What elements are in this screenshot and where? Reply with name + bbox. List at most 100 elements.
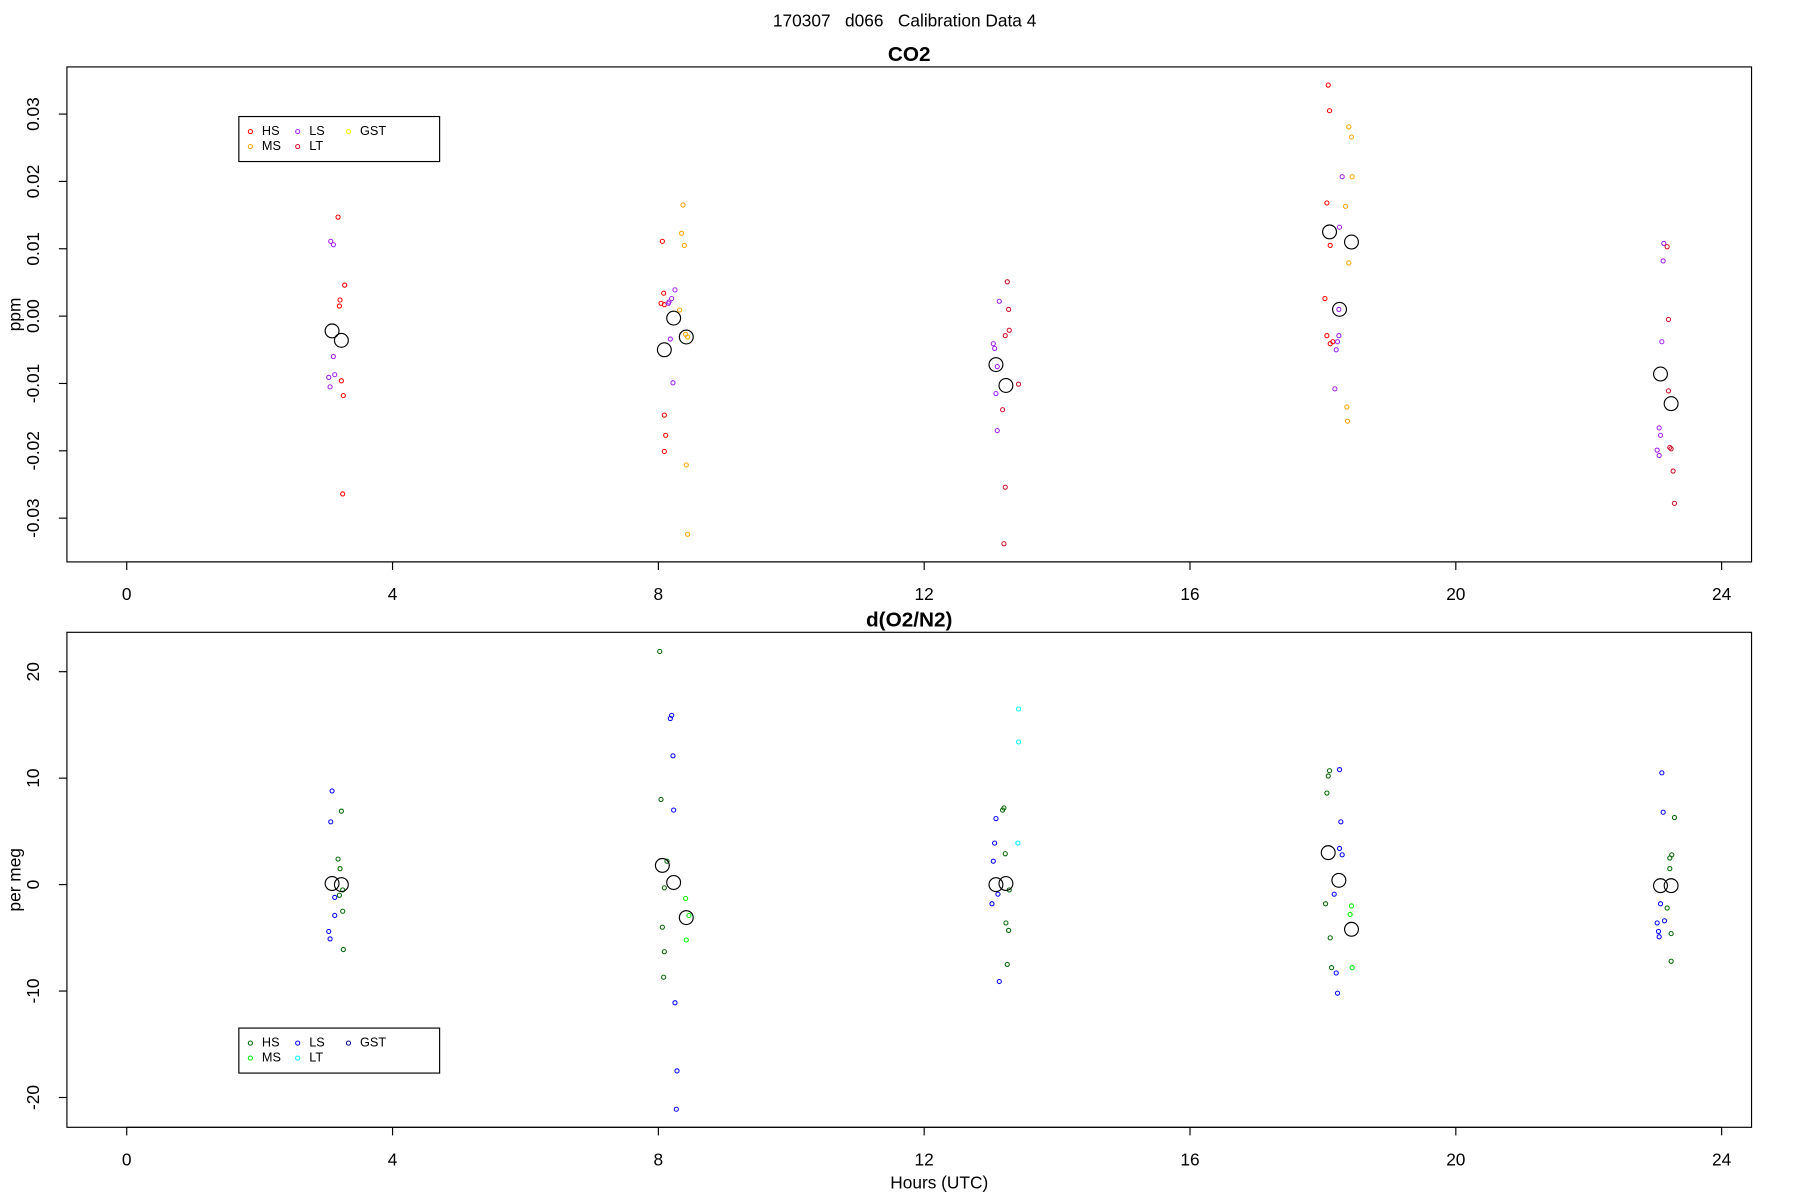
point — [330, 353, 337, 360]
y-tick-label: 10 — [23, 769, 43, 788]
x-tick-label: 0 — [122, 1149, 132, 1169]
x-tick-label: 0 — [122, 584, 132, 604]
point — [337, 297, 343, 303]
mean-marker — [678, 910, 694, 926]
legend-label: GST — [360, 124, 386, 138]
legend-marker — [345, 1040, 352, 1046]
point — [340, 887, 346, 893]
point — [990, 341, 996, 347]
point — [1326, 108, 1333, 114]
point — [994, 428, 1000, 434]
point — [1668, 446, 1674, 452]
x-tick-label: 8 — [654, 584, 664, 604]
point — [683, 895, 689, 902]
point — [1667, 866, 1673, 872]
point — [338, 808, 344, 814]
y-tick-label: -0.03 — [23, 498, 43, 537]
legend-marker — [247, 128, 253, 135]
legend-box — [238, 115, 441, 163]
point — [669, 296, 675, 302]
point — [1338, 819, 1344, 825]
point — [1657, 901, 1664, 907]
point — [661, 974, 667, 980]
point — [680, 202, 686, 208]
point — [685, 531, 691, 537]
legend-label: MS — [262, 139, 281, 153]
x-tick-label: 24 — [1712, 584, 1732, 604]
point — [1659, 770, 1665, 776]
point — [659, 924, 665, 930]
point — [1328, 965, 1335, 971]
legend-marker — [295, 143, 301, 150]
y-tick-label: 0.03 — [23, 97, 43, 131]
point — [1326, 768, 1333, 774]
point — [1661, 240, 1667, 246]
legend-box — [238, 1027, 441, 1074]
point — [1654, 447, 1660, 453]
point — [681, 242, 687, 248]
point — [1668, 958, 1674, 964]
point — [326, 374, 332, 380]
point — [1336, 333, 1342, 339]
mean-marker — [1663, 396, 1679, 412]
point — [1664, 244, 1670, 250]
mean-marker — [333, 877, 349, 893]
legend-marker — [295, 1040, 301, 1046]
mean-marker — [1663, 878, 1679, 894]
point — [1015, 840, 1021, 846]
point — [1348, 134, 1355, 140]
point — [673, 1106, 679, 1112]
y-tick-label: 0 — [23, 880, 43, 890]
mean-marker — [998, 377, 1014, 393]
legend-label: HS — [262, 1035, 280, 1049]
point — [1344, 418, 1351, 424]
mean-marker — [333, 332, 349, 348]
point — [328, 819, 334, 825]
x-tick-label: 16 — [1180, 584, 1199, 604]
x-tick-label: 20 — [1446, 584, 1465, 604]
point — [661, 885, 667, 891]
point — [1322, 901, 1329, 907]
point — [1004, 279, 1010, 285]
point — [667, 336, 673, 342]
point — [1664, 905, 1670, 911]
point — [336, 303, 342, 309]
point — [1334, 990, 1341, 996]
point — [989, 901, 995, 907]
y-tick-label: -20 — [23, 1085, 43, 1110]
point — [661, 412, 667, 418]
point — [1325, 773, 1331, 779]
y-tick-label: 0.01 — [23, 232, 43, 266]
mean-marker — [324, 876, 340, 892]
point — [1344, 404, 1350, 410]
point — [1004, 961, 1010, 968]
legend-label: LS — [309, 124, 325, 138]
legend-marker — [295, 128, 301, 135]
mean-marker — [666, 310, 682, 326]
point — [993, 816, 999, 822]
legend-label: LT — [309, 1050, 323, 1064]
point — [661, 949, 667, 955]
point — [996, 298, 1002, 304]
point — [1322, 296, 1328, 302]
mean-marker — [1652, 366, 1668, 382]
point — [683, 462, 689, 468]
point — [332, 894, 338, 900]
point — [677, 307, 683, 313]
point — [1347, 911, 1353, 918]
point — [1324, 790, 1330, 796]
point — [1325, 82, 1331, 88]
point — [672, 1000, 678, 1006]
mean-marker — [1320, 845, 1336, 861]
point — [1006, 327, 1012, 333]
point — [327, 936, 333, 942]
point — [1349, 174, 1355, 180]
legend-marker — [247, 143, 253, 150]
point — [328, 238, 334, 244]
mean-marker — [1343, 234, 1359, 250]
point — [993, 390, 999, 397]
x-tick-label: 12 — [915, 1149, 934, 1169]
legend-label: LS — [309, 1035, 325, 1049]
point — [1656, 934, 1662, 940]
